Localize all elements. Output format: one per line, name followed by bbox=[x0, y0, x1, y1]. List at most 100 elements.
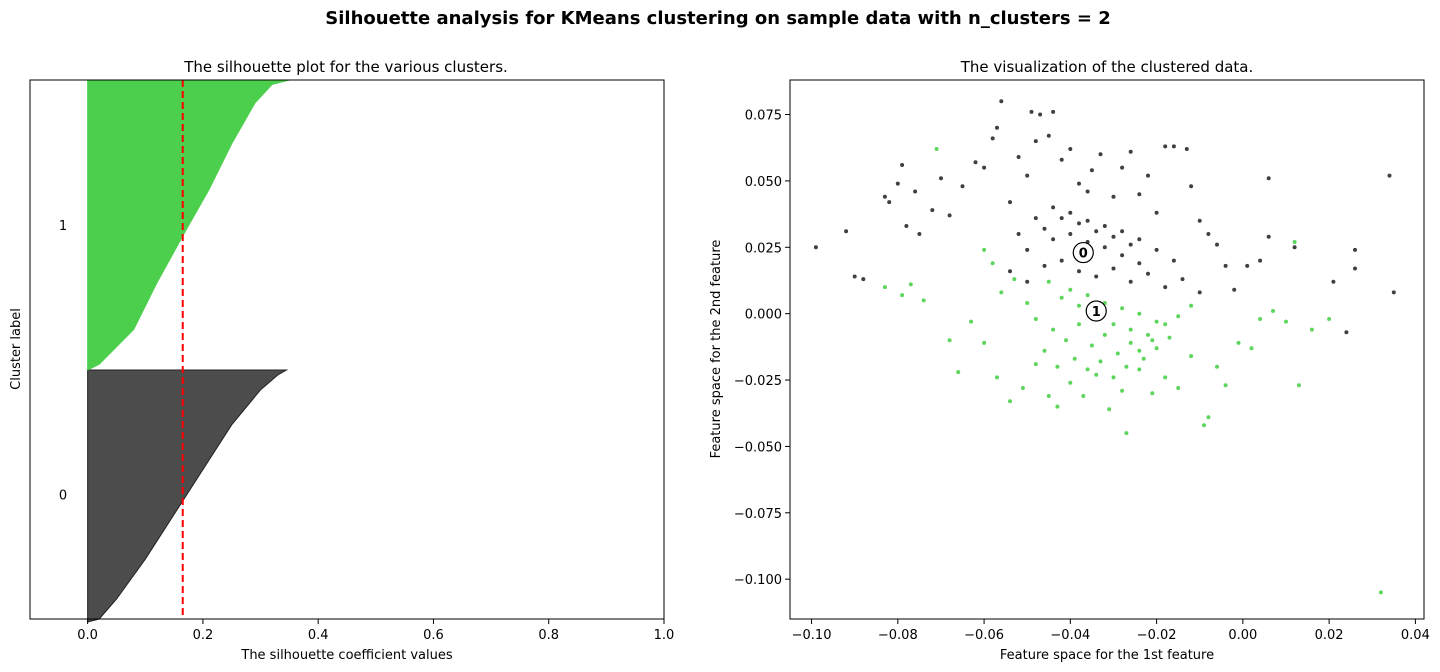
scatter-x-tick-label: 0.04 bbox=[1401, 628, 1430, 643]
scatter-point-cluster-1 bbox=[1215, 364, 1219, 369]
scatter-point-cluster-1 bbox=[1150, 391, 1155, 396]
scatter-point-cluster-0 bbox=[1038, 112, 1043, 117]
scatter-point-cluster-0 bbox=[1344, 330, 1349, 335]
scatter-point-cluster-0 bbox=[1046, 133, 1051, 138]
scatter-point-cluster-1 bbox=[1033, 362, 1038, 367]
scatter-point-cluster-1 bbox=[1167, 335, 1172, 340]
scatter-point-cluster-0 bbox=[1008, 269, 1012, 274]
scatter-point-cluster-0 bbox=[1171, 258, 1176, 263]
cluster-label-1: 1 bbox=[59, 219, 67, 234]
scatter-point-cluster-0 bbox=[861, 277, 866, 282]
scatter-point-cluster-0 bbox=[1042, 226, 1047, 231]
scatter-point-cluster-1 bbox=[1081, 394, 1086, 398]
cluster-center-marker bbox=[1072, 241, 1094, 264]
scatter-point-cluster-0 bbox=[1137, 237, 1142, 242]
scatter-point-cluster-1 bbox=[1055, 364, 1060, 369]
scatter-point-cluster-0 bbox=[1051, 109, 1056, 114]
scatter-point-cluster-0 bbox=[1068, 147, 1073, 151]
scatter-y-tick-label: 0.025 bbox=[745, 241, 782, 256]
scatter-point-cluster-1 bbox=[908, 282, 913, 287]
scatter-point-cluster-0 bbox=[1089, 168, 1094, 173]
scatter-point-cluster-1 bbox=[1292, 240, 1297, 244]
scatter-point-cluster-1 bbox=[1085, 367, 1090, 372]
scatter-point-cluster-1 bbox=[1141, 356, 1146, 361]
scatter-point-cluster-0 bbox=[1059, 216, 1064, 221]
silhouette-x-tick-label: 0.2 bbox=[193, 628, 214, 643]
scatter-point-cluster-0 bbox=[1111, 234, 1116, 239]
scatter-y-ticks: 0.075 0.050 0.025 0.000 −0.025 −0.050 −0.075 −0… bbox=[734, 109, 790, 588]
scatter-point-cluster-0 bbox=[995, 125, 999, 130]
scatter-x-label: Feature space for the 1st feature bbox=[1000, 648, 1214, 663]
silhouette-y-label: Cluster label bbox=[9, 308, 24, 390]
scatter-point-cluster-0 bbox=[1077, 181, 1081, 186]
scatter-point-cluster-1 bbox=[1111, 375, 1116, 380]
scatter-point-cluster-0 bbox=[1120, 253, 1125, 258]
scatter-point-cluster-0 bbox=[1102, 224, 1107, 228]
scatter-point-cluster-1 bbox=[1051, 327, 1056, 332]
scatter-point-cluster-1 bbox=[999, 290, 1004, 295]
scatter-x-tick-label: −0.06 bbox=[964, 628, 1004, 643]
scatter-point-cluster-0 bbox=[1033, 139, 1038, 144]
figure-suptitle: Silhouette analysis for KMeans clusterin… bbox=[325, 8, 1110, 29]
scatter-x-tick-label: −0.02 bbox=[1137, 628, 1177, 643]
scatter-point-cluster-1 bbox=[947, 338, 952, 343]
scatter-point-cluster-1 bbox=[982, 247, 987, 252]
scatter-point-cluster-0 bbox=[1051, 237, 1056, 242]
scatter-x-tick-label: −0.08 bbox=[878, 628, 918, 643]
scatter-point-cluster-0 bbox=[1120, 165, 1125, 170]
silhouette-area-cluster-0 bbox=[87, 369, 289, 623]
scatter-point-cluster-0 bbox=[1206, 232, 1211, 236]
scatter-point-cluster-0 bbox=[1033, 216, 1038, 221]
scatter-point-cluster-1 bbox=[1296, 383, 1301, 388]
scatter-x-tick-label: −0.10 bbox=[792, 628, 832, 643]
scatter-point-cluster-1 bbox=[921, 298, 926, 303]
scatter-point-cluster-1 bbox=[1085, 293, 1090, 298]
scatter-point-cluster-1 bbox=[1163, 375, 1168, 380]
cluster-labels: 01 bbox=[59, 219, 67, 504]
scatter-point-cluster-0 bbox=[1353, 266, 1357, 271]
scatter-point-cluster-0 bbox=[1008, 200, 1012, 205]
scatter-point-cluster-0 bbox=[1154, 247, 1159, 252]
scatter-point-cluster-1 bbox=[1258, 317, 1263, 321]
scatter-point-cluster-0 bbox=[1029, 109, 1034, 114]
scatter-x-tick-label: 0.00 bbox=[1228, 628, 1257, 643]
scatter-point-cluster-0 bbox=[1128, 149, 1133, 154]
scatter-y-label: Feature space for the 2nd feature bbox=[709, 240, 724, 459]
silhouette-x-tick-label: 0.6 bbox=[423, 628, 444, 643]
scatter-axes-frame bbox=[789, 79, 1425, 620]
scatter-point-cluster-0 bbox=[1042, 263, 1047, 268]
scatter-point-cluster-0 bbox=[1059, 157, 1064, 162]
scatter-point-cluster-1 bbox=[1046, 279, 1051, 284]
scatter-point-cluster-1 bbox=[990, 261, 995, 266]
scatter-point-cluster-0 bbox=[1111, 194, 1116, 199]
scatter-point-cluster-1 bbox=[995, 375, 999, 380]
scatter-point-cluster-0 bbox=[1197, 290, 1202, 295]
scatter-point-cluster-1 bbox=[1202, 423, 1206, 428]
scatter-point-cluster-0 bbox=[1245, 263, 1250, 268]
scatter-point-cluster-1 bbox=[1223, 383, 1228, 388]
scatter-x-tick-label: 0.02 bbox=[1315, 628, 1344, 643]
scatter-point-cluster-0 bbox=[1068, 232, 1073, 236]
scatter-point-cluster-0 bbox=[1258, 258, 1263, 263]
scatter-point-cluster-0 bbox=[1146, 173, 1150, 178]
scatter-point-cluster-0 bbox=[852, 274, 857, 279]
scatter-plot-title: The visualization of the clustered data. bbox=[960, 58, 1254, 76]
scatter-point-cluster-1 bbox=[956, 370, 961, 375]
scatter-point-cluster-0 bbox=[1184, 147, 1189, 151]
scatter-point-cluster-1 bbox=[1115, 351, 1120, 356]
scatter-point-cluster-1 bbox=[1189, 354, 1194, 359]
scatter-point-cluster-1 bbox=[1124, 364, 1129, 369]
scatter-point-cluster-0 bbox=[1085, 218, 1090, 223]
scatter-point-cluster-1 bbox=[1012, 277, 1017, 282]
scatter-point-cluster-0 bbox=[1025, 279, 1030, 284]
scatter-point-cluster-0 bbox=[1094, 229, 1099, 234]
scatter-point-cluster-0 bbox=[1223, 263, 1228, 268]
cluster-center-marker bbox=[1085, 300, 1107, 322]
scatter-point-cluster-1 bbox=[1137, 311, 1142, 316]
scatter-point-cluster-0 bbox=[1025, 247, 1030, 252]
scatter-point-cluster-0 bbox=[1077, 269, 1081, 274]
scatter-point-cluster-1 bbox=[1059, 295, 1064, 300]
scatter-point-cluster-1 bbox=[1042, 348, 1047, 353]
scatter-point-cluster-0 bbox=[1016, 232, 1021, 236]
